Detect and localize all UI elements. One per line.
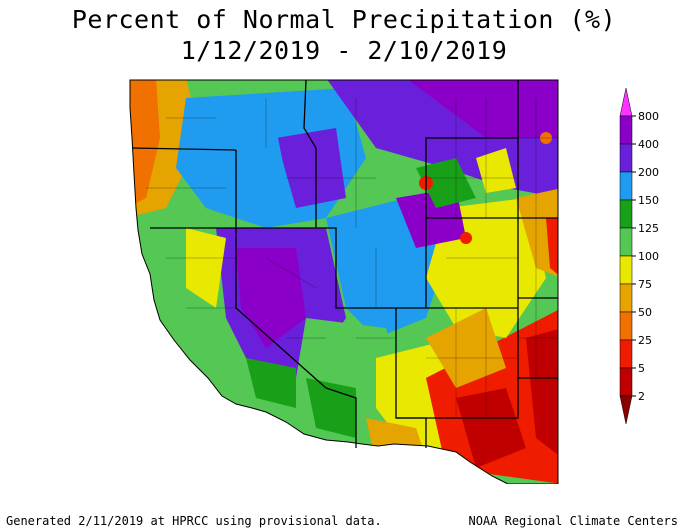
legend-label: 400 bbox=[638, 138, 659, 151]
legend-label: 200 bbox=[638, 166, 659, 179]
legend-label: 150 bbox=[638, 194, 659, 207]
legend-swatch bbox=[619, 199, 633, 229]
legend-swatch bbox=[619, 227, 633, 257]
legend-swatch bbox=[619, 143, 633, 173]
color-legend: 800 400 200 150 125 100 75 50 25 5 2 bbox=[619, 87, 659, 425]
legend-label: 50 bbox=[638, 306, 652, 319]
map-title: Percent of Normal Precipitation (%) bbox=[71, 5, 617, 34]
legend-label: 2 bbox=[638, 390, 645, 403]
legend-swatch bbox=[619, 367, 633, 397]
legend-swatch bbox=[619, 255, 633, 285]
legend-label: 5 bbox=[638, 362, 645, 375]
legend-swatch bbox=[619, 283, 633, 313]
legend-swatch bbox=[619, 115, 633, 145]
legend-swatch bbox=[619, 395, 633, 425]
date-range: 1/12/2019 - 2/10/2019 bbox=[180, 36, 508, 65]
legend-label: 800 bbox=[638, 110, 659, 123]
legend-swatch bbox=[619, 311, 633, 341]
legend-swatch bbox=[619, 87, 633, 117]
precipitation-map bbox=[129, 79, 559, 484]
legend-label: 100 bbox=[638, 250, 659, 263]
legend-label: 25 bbox=[638, 334, 652, 347]
legend-label: 75 bbox=[638, 278, 652, 291]
legend-label: 125 bbox=[638, 222, 659, 235]
legend-swatch bbox=[619, 171, 633, 201]
generated-note: Generated 2/11/2019 at HPRCC using provi… bbox=[6, 514, 382, 528]
legend-swatch bbox=[619, 339, 633, 369]
source-credit: NOAA Regional Climate Centers bbox=[468, 514, 678, 528]
